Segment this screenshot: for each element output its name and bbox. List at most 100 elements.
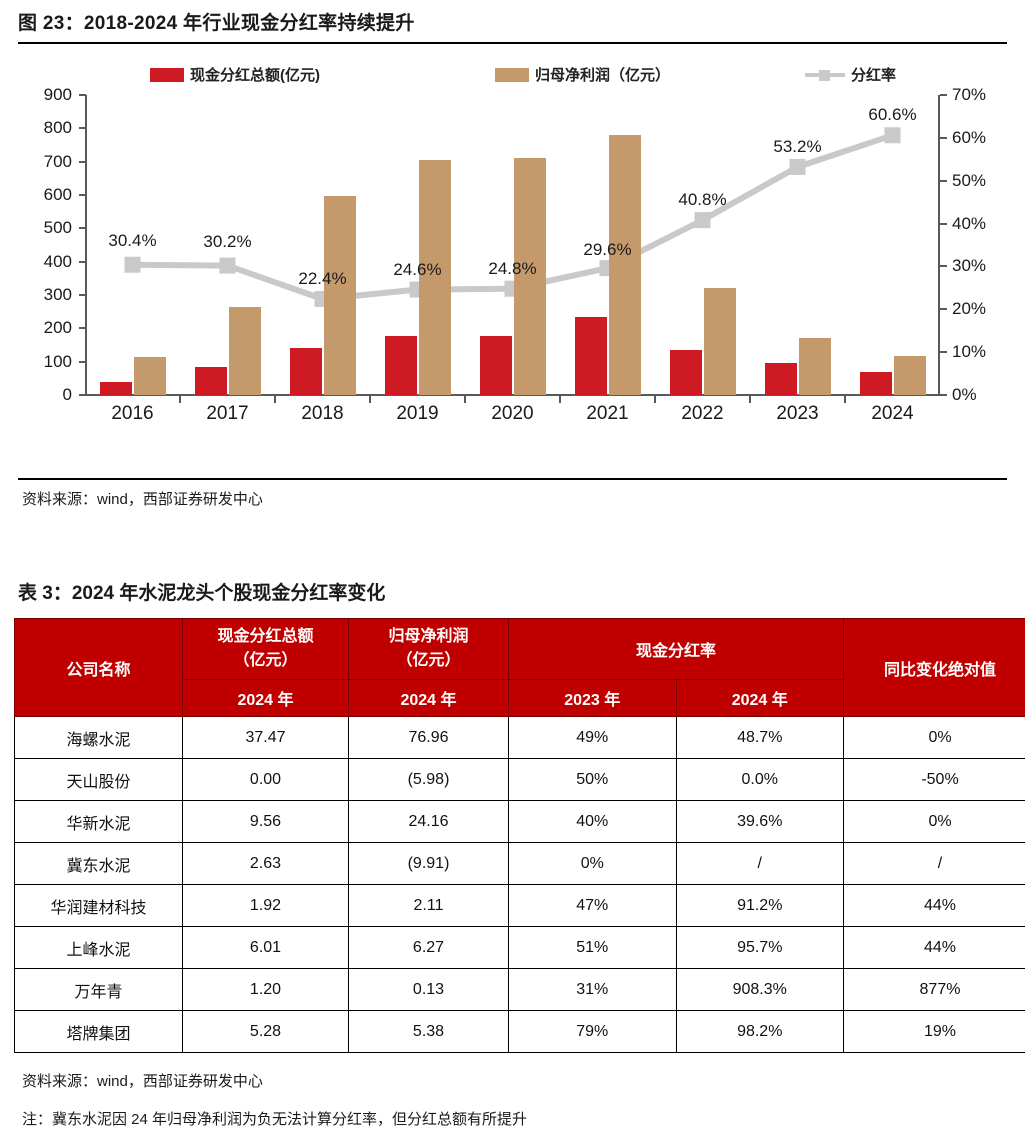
ratio-data-label: 60.6% [868,105,917,125]
dividend-chart: 0 100 200 300 400 500 600 700 800 900 0% 10% 20% 30%… [0,85,1025,433]
bar-net-profit [133,356,166,395]
th-net-profit-unit: （亿元） [396,652,461,669]
table-row: 塔牌集团 5.28 5.38 79% 98.2% 19% [14,1010,1025,1053]
left-tick-label: 100 [43,351,72,371]
cell-dividend: 1.20 [182,968,349,1011]
table-note: 注：冀东水泥因 24 年归母净利润为负无法计算分红率，但分红总额有所提升 [22,1111,528,1128]
table-header-row-1: 公司名称 现金分红总额 （亿元） 归母净利润 （亿元） 现金分红率 同比变化绝对值 [14,618,1025,717]
x-axis-label: 2024 [871,403,914,424]
cell-company: 天山股份 [14,758,183,801]
legend-swatch-tan-icon [495,67,529,82]
right-tick-label: 40% [952,213,987,233]
legend-item-cash-dividend: 现金分红总额(亿元) [150,64,320,85]
cell-dividend: 5.28 [182,1010,349,1053]
th-sub-dividend-year: 2024 年 [182,679,349,717]
chart-legend: 现金分红总额(亿元) 归母净利润（亿元） 分红率 [150,64,980,88]
table-source: 资料来源：wind，西部证券研发中心 [22,1073,263,1090]
cell-net-profit: (9.91) [348,842,509,885]
title-divider-top [18,42,1007,44]
right-tick [940,394,947,396]
bar-cash-dividend [764,363,797,395]
bar-net-profit [323,195,356,395]
cell-yoy: / [843,842,1025,885]
cell-yoy: 44% [843,884,1025,927]
x-axis-label: 2016 [111,403,154,424]
left-tick-label: 400 [43,251,72,271]
right-axis-line [938,95,940,396]
cell-ratio-2023: 40% [508,800,677,843]
cell-company: 冀东水泥 [14,842,183,885]
x-axis-line [85,394,940,396]
ratio-data-label: 40.8% [678,190,727,210]
bar-cash-dividend [384,335,417,395]
left-tick [79,327,86,330]
th-dividend-total-label: 现金分红总额 [217,628,314,645]
th-net-profit: 归母净利润 （亿元） [348,618,509,680]
th-sub-ratio-2024: 2024 年 [675,679,844,717]
left-tick [79,94,86,96]
table-title: 表 3：2024 年水泥龙头个股现金分红率变化 [18,583,386,604]
right-tick [940,351,947,354]
table-row: 华新水泥 9.56 24.16 40% 39.6% 0% [14,800,1025,843]
bar-net-profit [418,160,451,395]
th-dividend-ratio: 现金分红率 [508,618,844,680]
cell-company: 海螺水泥 [14,716,183,759]
left-tick-label: 800 [43,118,72,138]
right-tick-label: 30% [952,256,987,276]
left-tick [79,394,86,396]
figure-title: 图 23：2018-2024 年行业现金分红率持续提升 [18,13,415,34]
cell-ratio-2023: 47% [508,884,677,927]
right-tick-label: 20% [952,299,987,319]
cell-yoy: 19% [843,1010,1025,1053]
x-tick [274,396,276,403]
right-tick-label: 60% [952,127,987,147]
cell-ratio-2024: 98.2% [675,1010,844,1053]
bar-cash-dividend [479,335,512,395]
table-header-row-2: 2024 年 2024 年 2023 年 2024 年 [15,679,1025,717]
bar-cash-dividend [194,366,227,395]
right-tick [940,222,947,225]
th-sub-profit-year: 2024 年 [348,679,509,717]
bar-cash-dividend [859,371,892,395]
legend-item-net-profit: 归母净利润（亿元） [495,64,670,85]
table-row: 冀东水泥 2.63 (9.91) 0% / / [14,842,1025,885]
table-row: 华润建材科技 1.92 2.11 47% 91.2% 44% [14,884,1025,927]
x-tick [749,396,751,403]
bar-cash-dividend [289,348,322,395]
table-row: 上峰水泥 6.01 6.27 51% 95.7% 44% [14,926,1025,969]
left-tick [79,294,86,296]
cell-yoy: 44% [843,926,1025,969]
legend-label-cash-dividend: 现金分红总额(亿元) [190,67,320,84]
table-body: 海螺水泥 37.47 76.96 49% 48.7% 0% 天山股份 0.00 (5.98) 50… [14,716,1025,1053]
left-axis-line [85,95,87,396]
cell-net-profit: 6.27 [348,926,509,969]
left-tick [79,160,86,163]
ratio-data-label: 30.2% [203,231,252,251]
left-tick-label: 600 [43,185,72,204]
cell-ratio-2023: 51% [508,926,677,969]
cell-net-profit: 76.96 [348,716,509,759]
x-axis-label: 2019 [396,403,439,424]
left-tick-label: 0 [62,385,72,404]
cell-net-profit: 0.13 [348,968,509,1011]
table-row: 万年青 1.20 0.13 31% 908.3% 877% [14,968,1025,1011]
cell-yoy: 0% [843,716,1025,759]
x-axis-label: 2021 [586,403,629,424]
legend-item-dividend-ratio: 分红率 [805,64,896,85]
cell-dividend: 0.00 [182,758,349,801]
cell-yoy: 877% [843,968,1025,1011]
x-tick [654,396,656,403]
x-tick [559,396,561,403]
th-net-profit-label: 归母净利润 [388,628,469,645]
dividend-table: 公司名称 现金分红总额 （亿元） 归母净利润 （亿元） 现金分红率 同比变化绝对值 … [14,618,1025,1053]
x-axis-label: 2020 [491,403,534,424]
bar-net-profit [798,337,831,395]
cell-dividend: 2.63 [182,842,349,885]
right-tick-label: 70% [952,85,987,104]
cell-company: 万年青 [14,968,183,1011]
figure-source: 资料来源：wind，西部证券研发中心 [22,491,263,508]
cell-ratio-2023: 0% [508,842,677,885]
left-tick-label: 300 [43,285,72,304]
ratio-data-label: 30.4% [108,230,157,250]
bar-cash-dividend [574,317,607,395]
